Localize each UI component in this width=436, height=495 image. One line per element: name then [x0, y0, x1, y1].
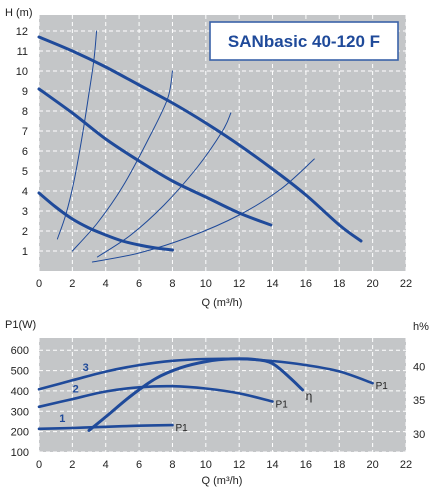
head-x-tick-label: 16 — [300, 278, 312, 290]
power-y-tick-label: 500 — [11, 366, 29, 378]
power-y-tick-label: 400 — [11, 386, 29, 398]
head-y-tick-label: 4 — [22, 186, 28, 198]
head-x-tick-label: 4 — [103, 278, 109, 290]
head-x-tick-label: 12 — [233, 278, 245, 290]
head-y-tick-label: 8 — [22, 106, 28, 118]
head-y-tick-label: 1 — [22, 246, 28, 258]
head-x-tick-label: 18 — [333, 278, 345, 290]
power-y-label: P1(W) — [5, 319, 36, 331]
head-x-tick-label: 6 — [136, 278, 142, 290]
head-x-label: Q (m³/h) — [202, 297, 243, 309]
power-curve-end-label: P1 — [376, 381, 389, 392]
head-y-tick-label: 6 — [22, 146, 28, 158]
head-x-tick-label: 0 — [36, 278, 42, 290]
head-y-tick-label: 7 — [22, 126, 28, 138]
efficiency-y-tick-label: 30 — [413, 429, 425, 441]
head-y-tick-label: 3 — [22, 206, 28, 218]
head-x-tick-label: 8 — [169, 278, 175, 290]
head-x-tick-label: 14 — [266, 278, 278, 290]
head-x-tick-label: 10 — [200, 278, 212, 290]
head-y-tick-label: 12 — [16, 26, 28, 38]
chart-title: SANbasic 40-120 F — [228, 32, 380, 51]
power-curve-end-label: P1 — [175, 423, 188, 434]
head-x-tick-label: 20 — [367, 278, 379, 290]
head-y-tick-label: 10 — [16, 66, 28, 78]
power-x-tick-label: 0 — [36, 459, 42, 471]
power-y-tick-label: 200 — [11, 427, 29, 439]
power-x-tick-label: 22 — [400, 459, 412, 471]
power-x-tick-label: 6 — [136, 459, 142, 471]
head-y-tick-label: 9 — [22, 86, 28, 98]
power-x-tick-label: 4 — [103, 459, 109, 471]
power-x-tick-label: 8 — [169, 459, 175, 471]
head-x-tick-label: 22 — [400, 278, 412, 290]
power-y-tick-label: 100 — [11, 447, 29, 459]
efficiency-y-tick-label: 40 — [413, 361, 425, 373]
power-x-tick-label: 16 — [300, 459, 312, 471]
power-x-tick-label: 12 — [233, 459, 245, 471]
power-curve-end-label: P1 — [276, 400, 289, 411]
power-x-tick-label: 20 — [367, 459, 379, 471]
power-y-tick-label: 600 — [11, 345, 29, 357]
head-y-tick-label: 5 — [22, 166, 28, 178]
power-x-tick-label: 2 — [69, 459, 75, 471]
power-x-label: Q (m³/h) — [202, 475, 243, 487]
head-y-tick-label: 2 — [22, 226, 28, 238]
efficiency-y-tick-label: 35 — [413, 395, 425, 407]
power-x-tick-label: 18 — [333, 459, 345, 471]
power-x-tick-label: 10 — [200, 459, 212, 471]
power-curve-number-label: 3 — [83, 362, 89, 374]
efficiency-curve-label: η — [306, 389, 313, 403]
power-curve-number-label: 2 — [73, 383, 79, 395]
power-curve-number-label: 1 — [59, 413, 65, 425]
head-y-label: H (m) — [5, 7, 33, 19]
head-y-tick-label: 11 — [17, 46, 28, 58]
power-x-tick-label: 14 — [266, 459, 278, 471]
head-chart: SANbasic 40-120 F H (m) Q (m³/h) 0 2 4 6 8 10… — [5, 7, 412, 309]
efficiency-y-ticks: 30 35 40 — [413, 361, 425, 440]
power-y-tick-label: 300 — [11, 406, 29, 418]
head-x-tick-label: 2 — [69, 278, 75, 290]
efficiency-y-label: h% — [413, 321, 429, 333]
